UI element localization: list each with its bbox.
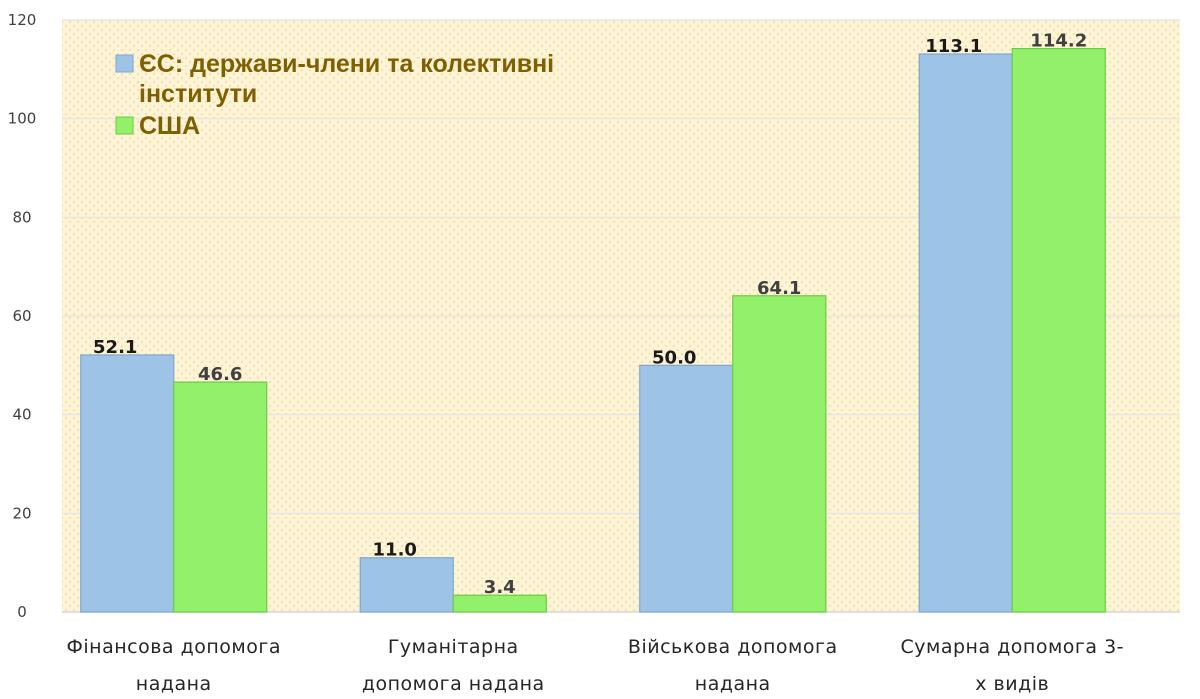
x-category-label: х видів [975,673,1049,695]
legend-swatch [115,54,134,73]
bar [173,381,268,613]
y-tick-label: 20 [12,504,31,522]
x-category-label: допомога надана [362,673,545,695]
x-category-label: надана [136,673,212,695]
y-tick-label: 60 [12,307,31,325]
x-category-label: надана [695,673,771,695]
y-tick-label: 80 [12,208,31,226]
legend-entry-label: США [139,112,200,140]
data-labels: 52.1 46.6 11.0 3.4 50.0 64.1 113.1 114.2 [93,31,1087,599]
data-label: 50.0 [652,347,696,368]
y-tick-label: 0 [17,603,27,621]
bar [359,557,454,613]
bar [639,364,734,613]
y-tick-label: 120 [8,11,37,29]
bar [918,53,1013,613]
legend-entry-label: інститути [139,80,257,108]
y-axis: 0 20 40 60 80 100 120 [8,11,37,621]
legend-swatch [115,116,134,135]
data-label: 3.4 [484,577,516,598]
x-category-label: Гуманітарна [388,636,519,658]
x-axis: Фінансова допомога надана Гуманітарна допом… [67,636,1124,695]
x-category-label: Фінансова допомога [67,636,281,658]
y-tick-label: 40 [12,406,31,424]
x-category-label: Сумарна допомога 3- [900,636,1124,658]
data-label: 64.1 [757,278,801,299]
legend-entry-label: ЄС: держави-члени та колективні [139,50,554,78]
bar [732,295,827,613]
bar [1011,48,1106,613]
bar [452,594,547,613]
data-label: 46.6 [198,364,242,385]
legend: ЄС: держави-члени та колективніінститути… [115,50,554,140]
y-tick-label: 100 [8,110,37,128]
data-label: 52.1 [93,337,137,358]
data-label: 11.0 [373,540,417,561]
bar [80,354,175,613]
data-label: 113.1 [925,36,982,57]
bars [80,48,1106,613]
x-category-label: Військова допомога [628,636,838,658]
data-label: 114.2 [1030,31,1087,52]
